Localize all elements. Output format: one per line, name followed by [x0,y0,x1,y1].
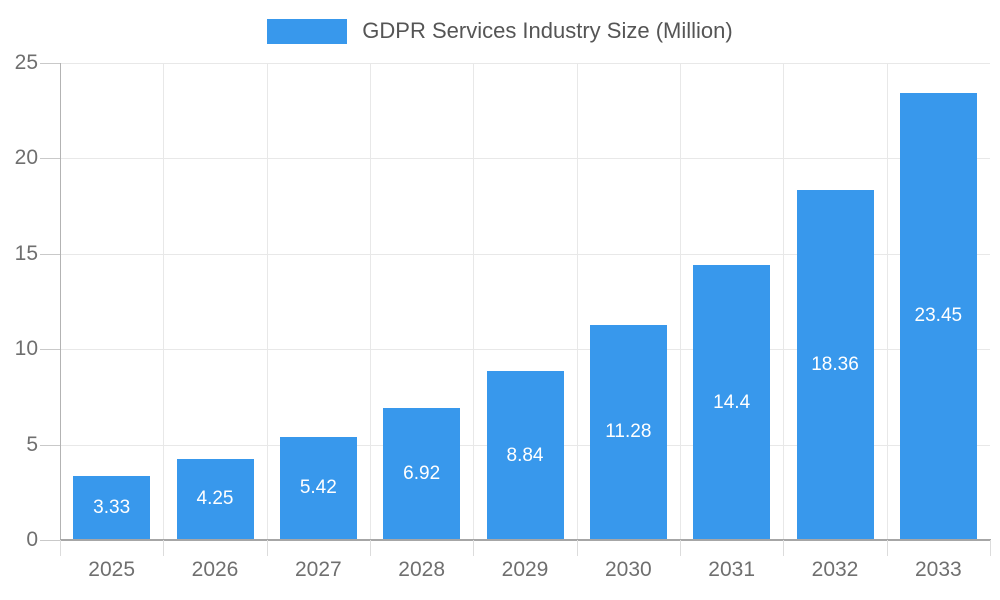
y-tick-mark [40,158,60,160]
x-tick-label: 2026 [191,558,239,581]
gridline-horizontal [60,349,990,351]
y-tick-label: 15 [14,241,38,265]
x-tick-mark [60,540,61,556]
bar-value-label: 5.42 [299,477,337,499]
x-tick-label: 2029 [501,558,549,581]
gridline-vertical [576,63,578,540]
x-tick-mark [266,540,268,556]
gridline-vertical [886,63,888,540]
y-tick-mark [40,540,60,541]
gridline-vertical [163,63,165,540]
x-tick-mark [576,540,578,556]
bar-value-label: 11.28 [605,421,652,443]
x-tick-label: 2030 [604,558,652,581]
plot-area: 3.33 4.25 5.42 6.92 8.84 11.28 14.4 18.36 23.45 [60,63,990,540]
legend[interactable]: GDPR Services Industry Size (Million) [0,18,1000,44]
bar: 3.33 [73,476,151,540]
legend-label: GDPR Services Industry Size (Million) [362,18,733,43]
bar: 23.45 [899,92,977,540]
bar: 14.4 [693,265,771,540]
bar-value-label: 8.84 [506,444,544,466]
gridline-horizontal [60,158,990,160]
x-tick-mark [473,540,475,556]
bar: 11.28 [589,324,667,540]
bar-value-label: 4.25 [196,488,234,510]
x-tick-mark [680,540,681,556]
bar: 8.84 [486,371,564,540]
bar: 4.25 [176,458,254,540]
y-tick-label: 10 [14,337,38,361]
x-tick-mark [163,540,165,556]
x-axis-line [60,539,991,541]
bar-value-label: 6.92 [403,462,441,484]
bar-value-label: 3.33 [93,497,131,519]
x-tick-label: 2027 [294,558,342,581]
x-tick-label: 2025 [88,558,136,581]
y-tick-mark [40,349,60,351]
gridline-vertical [783,63,785,540]
bar-value-label: 18.36 [811,353,859,375]
x-tick-label: 2032 [811,558,859,581]
y-tick-label: 5 [26,432,38,456]
bar: 18.36 [796,189,874,540]
y-tick-label: 0 [26,528,38,551]
gridline-vertical [370,63,371,540]
gridline-vertical [266,63,268,540]
x-tick-label: 2028 [398,558,446,581]
x-tick-label: 2031 [708,558,756,581]
bar: 6.92 [383,407,461,540]
x-tick-mark [783,540,785,556]
x-tick-label: 2033 [914,558,962,581]
x-tick-mark [370,540,371,556]
x-tick-mark [990,540,991,556]
gridline-horizontal [60,253,990,255]
x-tick-mark [886,540,888,556]
bar-value-label: 14.4 [713,391,751,413]
y-tick-mark [40,253,60,255]
y-tick-label: 20 [14,146,38,170]
y-tick-mark [40,444,60,446]
gridline-vertical [473,63,475,540]
bar: 5.42 [279,436,357,540]
gridline-horizontal [60,63,990,64]
gridline-vertical [680,63,681,540]
y-tick-mark [40,63,60,64]
y-tick-label: 25 [14,51,38,74]
y-axis-line [60,63,61,540]
legend-swatch[interactable] [267,18,348,44]
bar-value-label: 23.45 [914,305,963,327]
